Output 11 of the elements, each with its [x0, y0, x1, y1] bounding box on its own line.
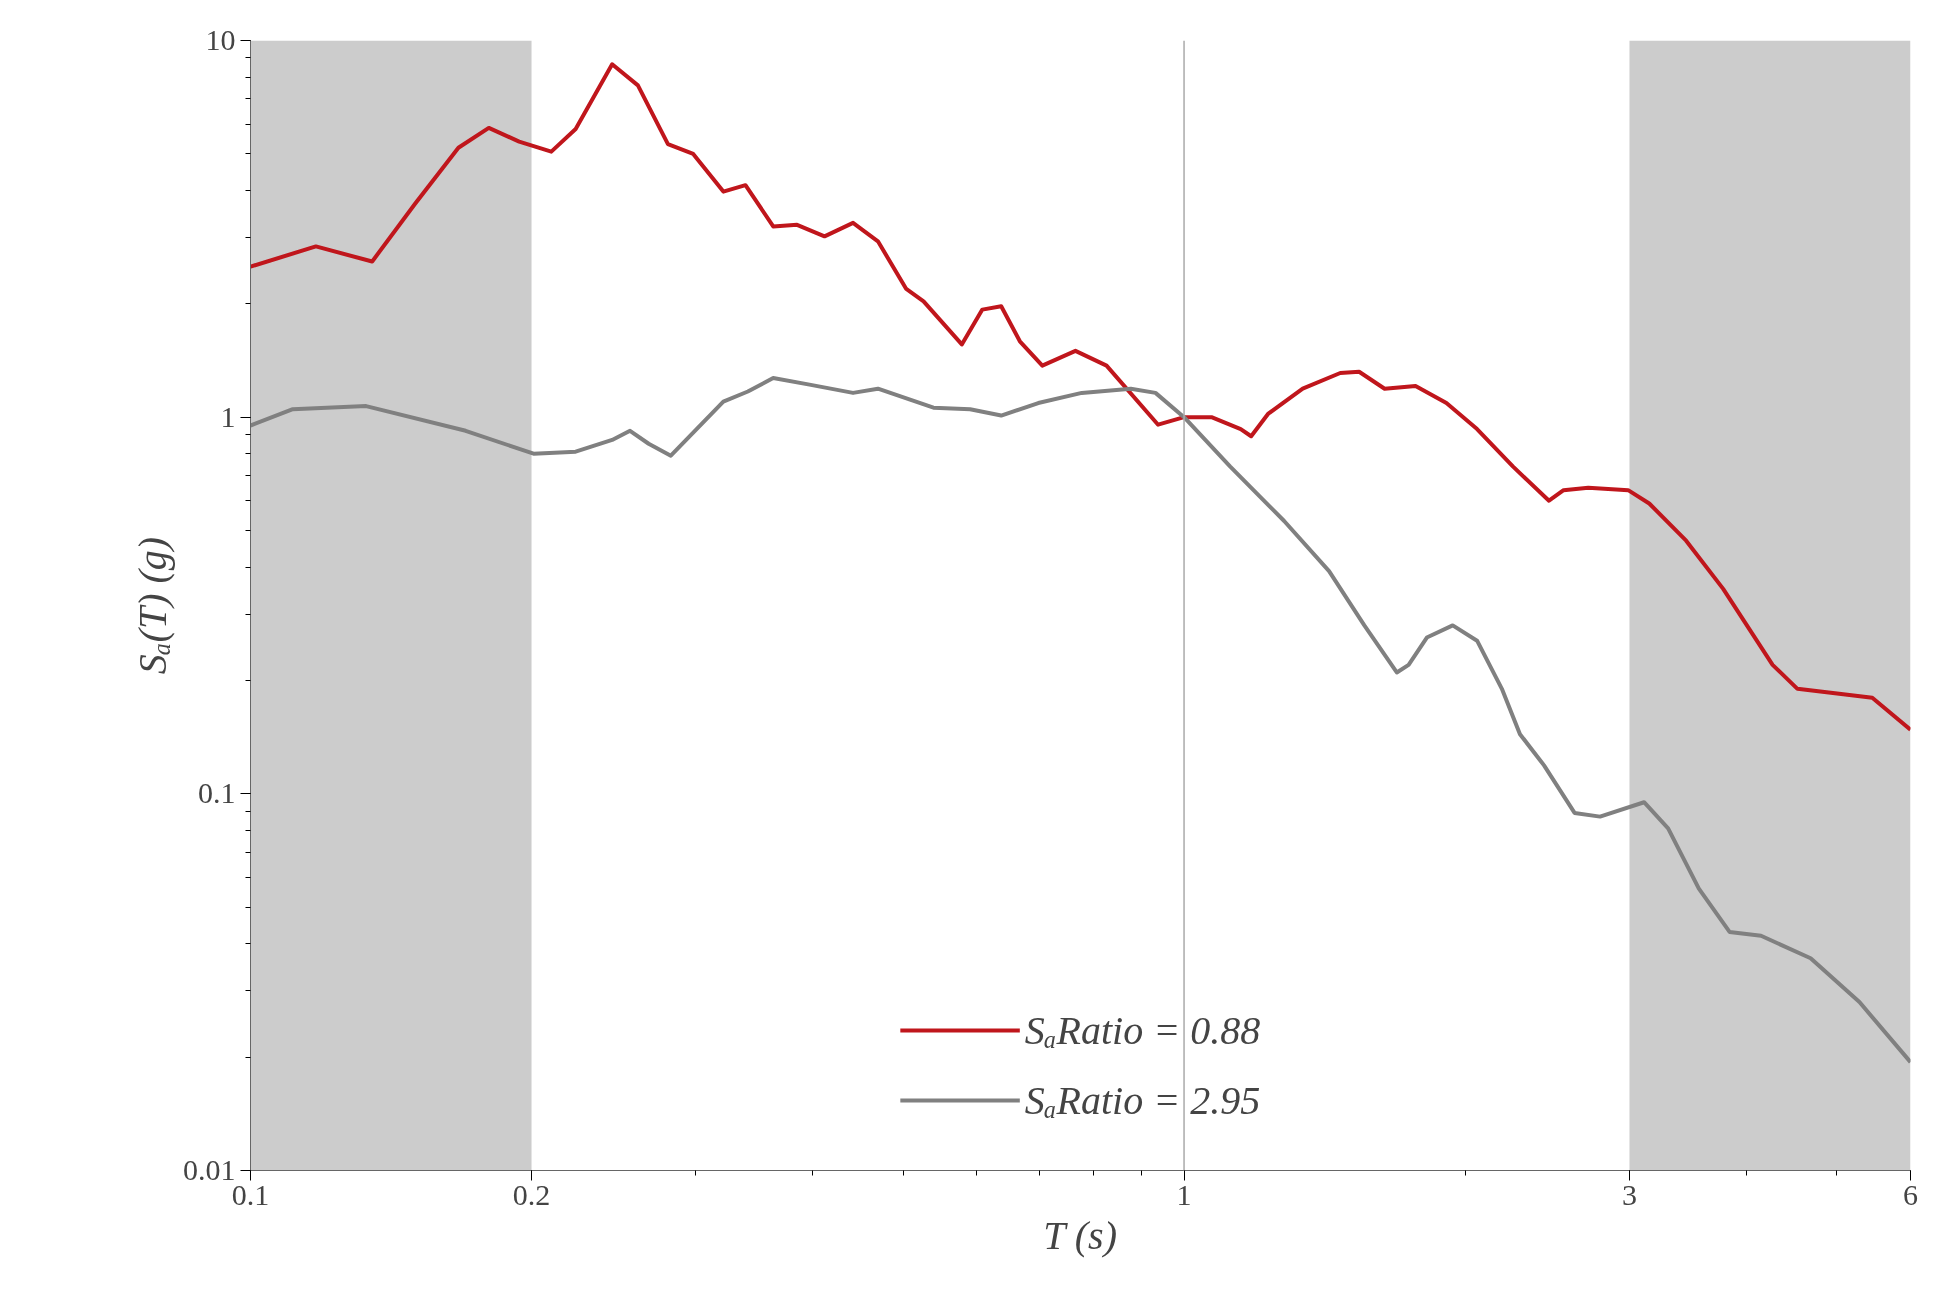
x-tick-label: 1: [1176, 1177, 1192, 1211]
y-tick-label: 1: [220, 399, 236, 433]
x-tick-label: 0.2: [512, 1177, 551, 1211]
y-tick-label: 10: [205, 23, 236, 56]
legend-label: SₐRatio = 0.88: [1024, 1006, 1261, 1055]
legend-label: SₐRatio = 2.95: [1024, 1076, 1261, 1125]
y-axis-title: Sₐ(T) (g): [130, 536, 175, 675]
x-axis-title: T (s): [1043, 1212, 1118, 1258]
x-tick-label: 3: [1621, 1177, 1637, 1211]
x-tick-label: 6: [1903, 1177, 1918, 1211]
y-tick-label: 0.1: [198, 776, 236, 810]
